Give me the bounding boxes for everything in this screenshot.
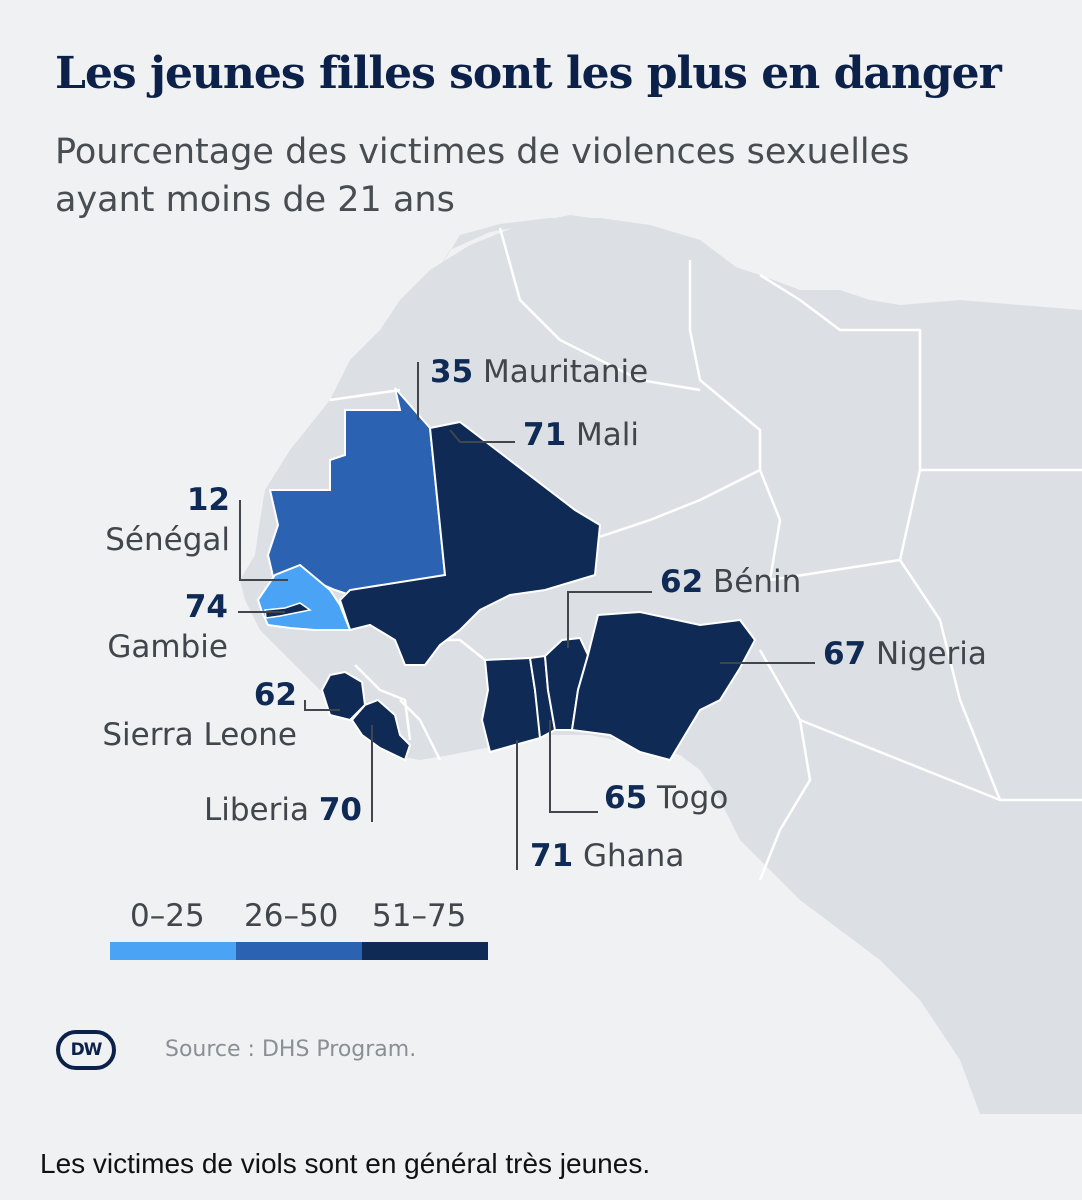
west-africa-map <box>238 215 1082 1114</box>
country-gambia <box>264 602 312 619</box>
dw-logo: DW <box>56 1030 116 1070</box>
leader-line-benin <box>567 591 652 648</box>
label-mali: 71 Mali <box>523 415 639 455</box>
value-sierra-leone: 62 <box>253 677 297 713</box>
value-nigeria: 67 <box>823 636 867 672</box>
name-senegal: Sénégal <box>105 522 230 558</box>
name-gambia: Gambie <box>107 629 228 665</box>
name-sierra-leone: Sierra Leone <box>102 717 297 753</box>
country-borders <box>329 227 1082 881</box>
leader-lines <box>238 362 815 870</box>
legend-label-high: 51–75 <box>372 898 467 934</box>
leader-line-senegal <box>239 500 288 581</box>
leader-line-togo <box>549 720 598 813</box>
label-togo: 65 Togo <box>604 778 728 818</box>
value-mauritania: 35 <box>430 354 474 390</box>
legend-label-low: 0–25 <box>130 898 205 934</box>
label-benin: 62 Bénin <box>660 562 801 602</box>
value-benin: 62 <box>660 564 704 600</box>
label-mauritania: 35 Mauritanie <box>430 352 648 392</box>
infographic: Les jeunes filles sont les plus en dange… <box>55 48 1082 1114</box>
label-sierra-leone: 62 Sierra Leone <box>102 675 297 755</box>
value-gambia: 74 <box>184 589 228 625</box>
label-ghana: 71 Ghana <box>530 836 684 876</box>
legend-label-mid: 26–50 <box>244 898 339 934</box>
legend-swatch-high <box>362 942 488 960</box>
value-togo: 65 <box>604 780 648 816</box>
source-text: Source : DHS Program. <box>165 1037 417 1062</box>
value-mali: 71 <box>523 417 567 453</box>
country-mali <box>338 420 602 666</box>
page-subtitle: Pourcentage des victimes de violences se… <box>55 132 910 220</box>
name-mali: Mali <box>576 417 639 453</box>
legend-swatch-low <box>110 942 236 960</box>
name-nigeria: Nigeria <box>876 636 987 672</box>
name-mauritania: Mauritanie <box>483 354 649 390</box>
label-senegal: 12 Sénégal <box>105 480 230 560</box>
image-caption: Les victimes de viols sont en général tr… <box>40 1148 651 1179</box>
label-liberia: Liberia 70 <box>204 790 362 830</box>
land-north <box>420 218 740 300</box>
name-liberia: Liberia <box>204 792 309 828</box>
leader-line-mali <box>449 429 515 443</box>
name-ghana: Ghana <box>583 838 685 874</box>
leader-line-sierra-leone <box>304 700 340 711</box>
label-gambia: 74 Gambie <box>107 587 228 667</box>
legend-swatch-mid <box>236 942 362 960</box>
name-togo: Togo <box>657 780 729 816</box>
country-nigeria <box>570 610 757 762</box>
country-sierra-leone <box>320 670 367 722</box>
value-liberia: 70 <box>318 792 362 828</box>
value-senegal: 12 <box>186 482 230 518</box>
value-ghana: 71 <box>530 838 574 874</box>
page-title: Les jeunes filles sont les plus en dange… <box>55 48 1002 99</box>
label-nigeria: 67 Nigeria <box>823 634 987 674</box>
name-benin: Bénin <box>713 564 802 600</box>
